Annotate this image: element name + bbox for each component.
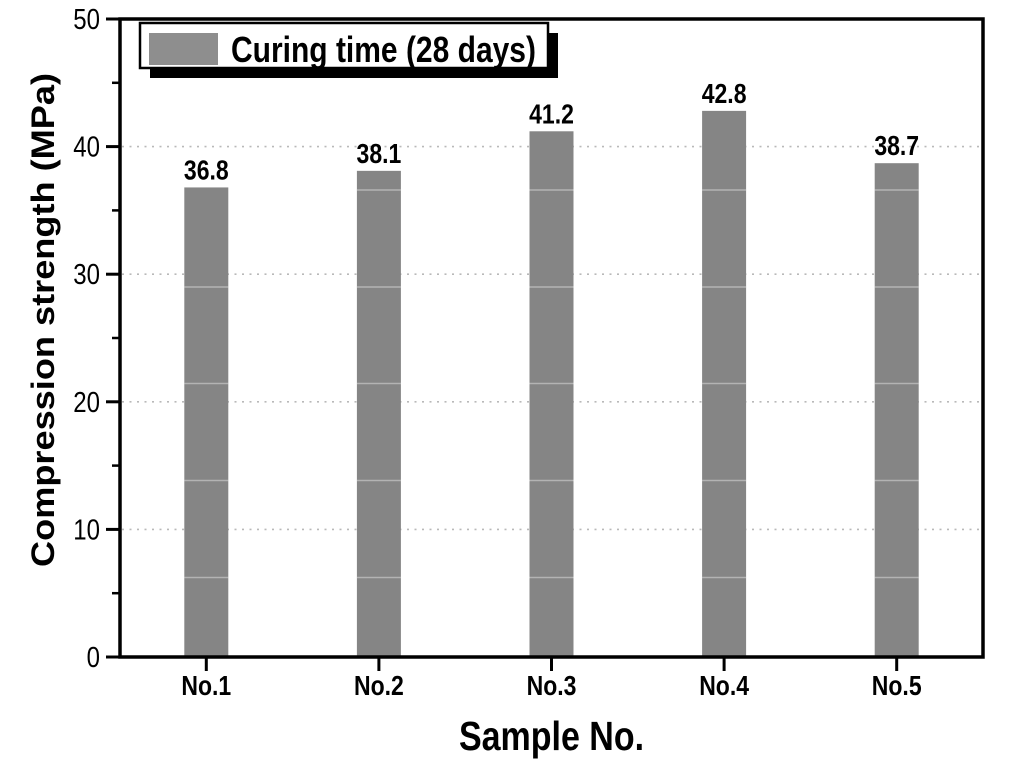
legend: Curing time (28 days) xyxy=(138,21,558,78)
x-tick-label: No.5 xyxy=(872,671,922,701)
y-tick-label: 10 xyxy=(73,513,100,546)
x-tick-label: No.1 xyxy=(181,671,231,701)
y-tick-label: 50 xyxy=(73,3,100,36)
bar xyxy=(874,163,919,658)
y-axis-title: Compression strength (MPa) xyxy=(26,73,62,567)
bar xyxy=(529,131,574,658)
y-tick-label: 30 xyxy=(73,258,100,291)
bar xyxy=(702,110,747,657)
bar-value-label: 42.8 xyxy=(702,79,747,109)
x-tick-label: No.4 xyxy=(699,671,749,701)
legend-color-swatch xyxy=(149,33,218,65)
bar xyxy=(356,170,401,657)
bar xyxy=(184,187,229,657)
x-axis-title: Sample No. xyxy=(459,713,644,759)
bar-value-label: 38.7 xyxy=(874,131,919,161)
bar-value-label: 38.1 xyxy=(357,139,402,169)
bar-value-label: 36.8 xyxy=(184,156,229,186)
bar-value-label: 41.2 xyxy=(529,99,574,129)
x-tick-label: No.2 xyxy=(354,671,404,701)
y-tick-label: 20 xyxy=(73,386,100,419)
legend-label: Curing time (28 days) xyxy=(231,30,536,70)
y-tick-label: 0 xyxy=(87,641,100,674)
x-tick-label: No.3 xyxy=(527,671,577,701)
y-tick-label: 40 xyxy=(73,131,100,164)
